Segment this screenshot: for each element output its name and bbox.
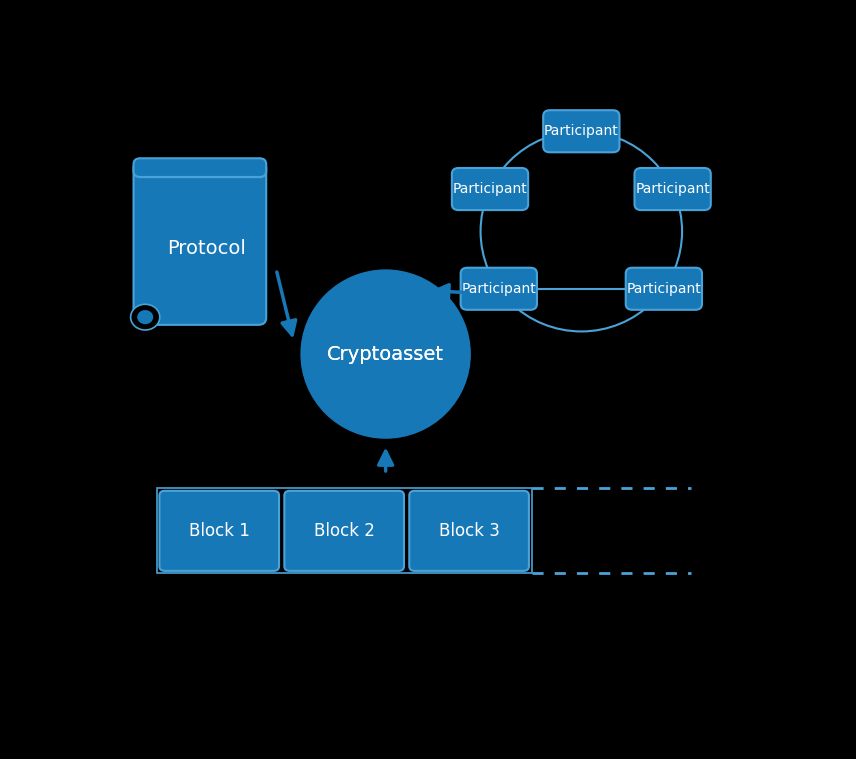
FancyBboxPatch shape (626, 268, 702, 310)
FancyBboxPatch shape (461, 268, 537, 310)
Text: Block 3: Block 3 (438, 522, 500, 540)
FancyBboxPatch shape (634, 168, 710, 210)
FancyBboxPatch shape (134, 161, 266, 325)
Text: Protocol: Protocol (167, 239, 246, 258)
FancyBboxPatch shape (134, 159, 266, 177)
Text: Participant: Participant (461, 282, 536, 296)
Text: Participant: Participant (627, 282, 701, 296)
FancyBboxPatch shape (452, 168, 528, 210)
Text: Participant: Participant (635, 182, 710, 196)
Text: Cryptoasset: Cryptoasset (327, 345, 444, 364)
Ellipse shape (300, 269, 471, 439)
FancyBboxPatch shape (409, 491, 529, 571)
Text: Cryptoasset: Cryptoasset (327, 345, 444, 364)
Circle shape (137, 310, 153, 324)
Text: Participant: Participant (544, 124, 619, 138)
FancyBboxPatch shape (159, 491, 279, 571)
Text: Participant: Participant (453, 182, 527, 196)
FancyBboxPatch shape (284, 491, 404, 571)
Text: Block 2: Block 2 (314, 522, 375, 540)
FancyBboxPatch shape (544, 110, 620, 153)
Circle shape (131, 304, 160, 330)
Text: Block 1: Block 1 (189, 522, 250, 540)
